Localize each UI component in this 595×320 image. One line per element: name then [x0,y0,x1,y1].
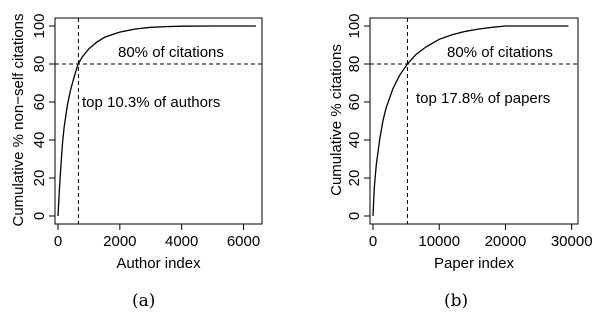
plot-frame [369,17,579,225]
cumulative-curve [57,25,256,217]
x-tick-label: 2000 [103,233,136,250]
chart-panel-1: 0 2000 4000 6000 0 20 40 60 80 100 Author index Cum… [10,13,263,311]
y-axis-label: Cumulative % non−self citations [10,13,27,226]
x-axis-label: Paper index [434,255,515,272]
annotation-80-percent: 80% of citations [118,44,224,61]
y-tick-label: 80 [31,56,48,73]
y-tick-label: 0 [346,212,363,220]
panel-caption: (b) [444,291,468,311]
y-axis-label: Cumulative % citations [328,44,345,196]
y-tick-label: 100 [346,13,363,38]
x-tick-label: 0 [369,233,377,250]
y-tick-label: 20 [346,170,363,187]
chart-panel-2: 0 10000 20000 30000 0 20 40 60 80 100 Paper index C… [328,13,593,311]
panel-caption: (a) [132,291,155,311]
annotation-80-percent: 80% of citations [447,44,553,61]
y-tick-label: 60 [31,94,48,111]
x-tick-label: 20000 [485,233,527,250]
x-axis-label: Author index [116,255,201,272]
y-tick-label: 40 [346,132,363,149]
y-tick-label: 60 [346,94,363,111]
x-tick-label: 10000 [418,233,460,250]
x-tick-label: 0 [54,233,62,250]
y-tick-label: 40 [31,132,48,149]
y-tick-label: 20 [31,170,48,187]
annotation-top-share: top 17.8% of papers [416,90,550,107]
cumulative-curve [372,25,569,217]
y-tick-label: 0 [31,212,48,220]
x-tick-label: 30000 [551,233,593,250]
y-tick-label: 80 [346,56,363,73]
x-tick-label: 4000 [165,233,198,250]
y-tick-label: 100 [31,13,48,38]
x-tick-label: 6000 [227,233,260,250]
plot-frame [54,17,263,225]
annotation-top-share: top 10.3% of authors [82,94,220,111]
